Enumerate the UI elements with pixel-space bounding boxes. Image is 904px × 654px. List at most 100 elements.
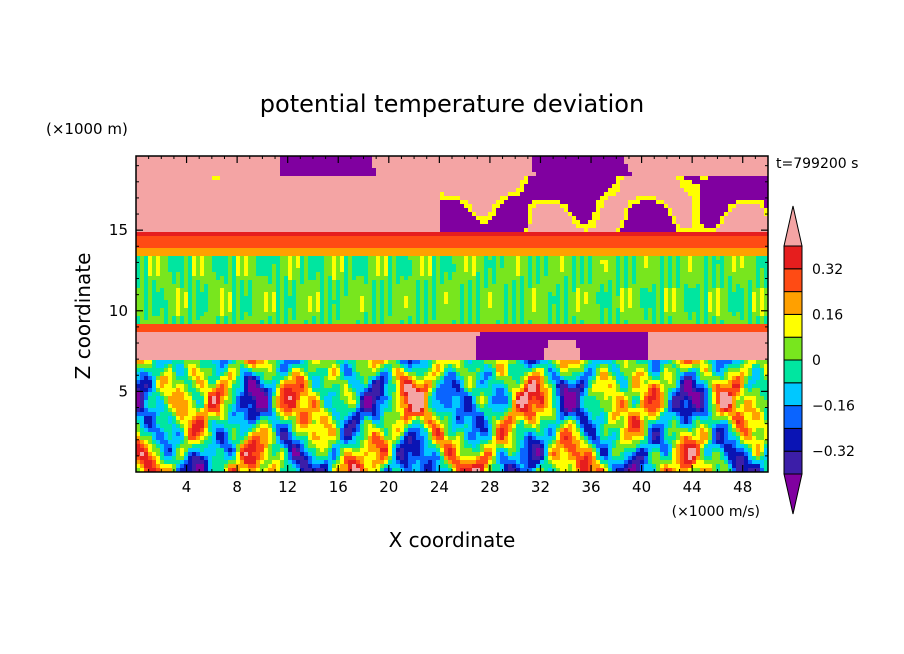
- contour-cell: [664, 204, 669, 209]
- contour-cell: [164, 272, 169, 277]
- contour-cell: [232, 188, 237, 193]
- contour-cell: [696, 200, 701, 205]
- contour-cell: [668, 220, 673, 225]
- contour-cell: [360, 184, 365, 189]
- contour-cell: [424, 188, 429, 193]
- contour-cell: [484, 204, 489, 209]
- contour-cell: [232, 216, 237, 221]
- contour-cell: [676, 160, 681, 165]
- contour-cell: [676, 264, 681, 269]
- contour-cell: [496, 248, 501, 253]
- contour-cell: [664, 240, 669, 245]
- contour-cell: [744, 188, 749, 193]
- contour-cell: [636, 168, 641, 173]
- contour-cell: [724, 224, 729, 229]
- contour-cell: [364, 156, 369, 161]
- contour-cell: [264, 232, 269, 237]
- contour-cell: [460, 172, 465, 177]
- contour-cell: [512, 188, 517, 193]
- contour-cell: [160, 240, 165, 245]
- contour-cell: [404, 232, 409, 237]
- contour-cell: [616, 252, 621, 257]
- contour-cell: [472, 248, 477, 253]
- contour-cell: [484, 208, 489, 213]
- contour-cell: [340, 172, 345, 177]
- contour-cell: [616, 180, 621, 185]
- contour-cell: [584, 156, 589, 161]
- contour-cell: [136, 220, 141, 225]
- contour-cell: [648, 212, 653, 217]
- contour-cell: [744, 192, 749, 197]
- contour-cell: [400, 228, 405, 233]
- contour-cell: [196, 264, 201, 269]
- contour-cell: [728, 208, 733, 213]
- contour-cell: [256, 280, 261, 285]
- contour-cell: [216, 248, 221, 253]
- contour-cell: [296, 204, 301, 209]
- contour-cell: [380, 276, 385, 281]
- contour-cell: [384, 280, 389, 285]
- contour-cell: [436, 228, 441, 233]
- contour-cell: [224, 272, 229, 277]
- contour-cell: [724, 232, 729, 237]
- contour-cell: [432, 208, 437, 213]
- contour-cell: [280, 276, 285, 281]
- contour-cell: [260, 264, 265, 269]
- contour-cell: [684, 276, 689, 281]
- contour-cell: [180, 180, 185, 185]
- contour-cell: [156, 212, 161, 217]
- contour-cell: [484, 240, 489, 245]
- contour-cell: [480, 256, 485, 261]
- contour-cell: [492, 160, 497, 165]
- contour-cell: [676, 212, 681, 217]
- contour-cell: [512, 252, 517, 257]
- contour-cell: [624, 164, 629, 169]
- contour-cell: [588, 172, 593, 177]
- contour-cell: [192, 252, 197, 257]
- contour-cell: [648, 160, 653, 165]
- contour-cell: [548, 204, 553, 209]
- contour-cell: [484, 280, 489, 285]
- contour-cell: [588, 196, 593, 201]
- contour-cell: [616, 220, 621, 225]
- contour-cell: [340, 164, 345, 169]
- contour-cell: [160, 212, 165, 217]
- contour-cell: [488, 276, 493, 281]
- contour-cell: [256, 240, 261, 245]
- contour-cell: [156, 248, 161, 253]
- contour-cell: [752, 184, 757, 189]
- contour-cell: [268, 232, 273, 237]
- contour-cell: [712, 192, 717, 197]
- contour-cell: [324, 280, 329, 285]
- contour-cell: [220, 268, 225, 273]
- contour-cell: [280, 188, 285, 193]
- contour-cell: [664, 232, 669, 237]
- contour-cell: [276, 260, 281, 265]
- contour-cell: [756, 220, 761, 225]
- contour-cell: [624, 252, 629, 257]
- contour-cell: [308, 212, 313, 217]
- contour-cell: [168, 232, 173, 237]
- contour-cell: [280, 168, 285, 173]
- contour-cell: [340, 228, 345, 233]
- contour-cell: [548, 220, 553, 225]
- contour-cell: [292, 220, 297, 225]
- contour-cell: [668, 196, 673, 201]
- contour-cell: [708, 244, 713, 249]
- contour-cell: [248, 224, 253, 229]
- contour-cell: [716, 272, 721, 277]
- contour-cell: [160, 172, 165, 177]
- contour-cell: [604, 200, 609, 205]
- contour-cell: [360, 160, 365, 165]
- contour-cell: [692, 252, 697, 257]
- contour-cell: [180, 232, 185, 237]
- contour-cell: [740, 176, 745, 181]
- contour-cell: [652, 228, 657, 233]
- contour-cell: [488, 224, 493, 229]
- contour-cell: [572, 184, 577, 189]
- contour-cell: [248, 200, 253, 205]
- contour-cell: [636, 176, 641, 181]
- contour-cell: [316, 184, 321, 189]
- contour-cell: [708, 216, 713, 221]
- contour-cell: [488, 268, 493, 273]
